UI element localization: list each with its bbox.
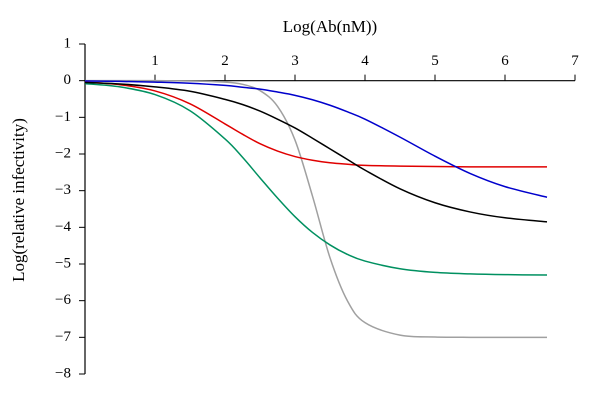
y-tick-label: −1	[55, 109, 71, 125]
data-line	[84, 81, 548, 223]
x-tick-label: 1	[151, 53, 159, 69]
data-line	[84, 81, 547, 168]
y-tick-label: 0	[64, 72, 72, 88]
y-tick-label: −5	[55, 255, 71, 271]
y-tick-label: −6	[55, 292, 71, 308]
y-tick-label: −8	[55, 365, 71, 381]
x-axis-title: Log(Ab(nM))	[283, 17, 377, 36]
y-tick-label: −2	[55, 145, 71, 161]
y-tick-label: −3	[55, 182, 71, 198]
y-axis-title: Log(relative infectivity)	[9, 118, 28, 282]
y-tick-label: −4	[55, 219, 71, 235]
x-tick-label: 7	[571, 53, 579, 69]
data-line	[84, 79, 547, 339]
data-line	[84, 80, 548, 198]
x-tick-label: 5	[431, 53, 439, 69]
y-tick-label: 1	[64, 35, 72, 51]
x-tick-label: 3	[291, 53, 299, 69]
x-tick-label: 2	[221, 53, 229, 69]
x-tick-label: 6	[501, 53, 509, 69]
x-tick-label: 4	[361, 53, 369, 69]
data-line	[84, 82, 548, 276]
y-tick-label: −7	[55, 329, 71, 345]
